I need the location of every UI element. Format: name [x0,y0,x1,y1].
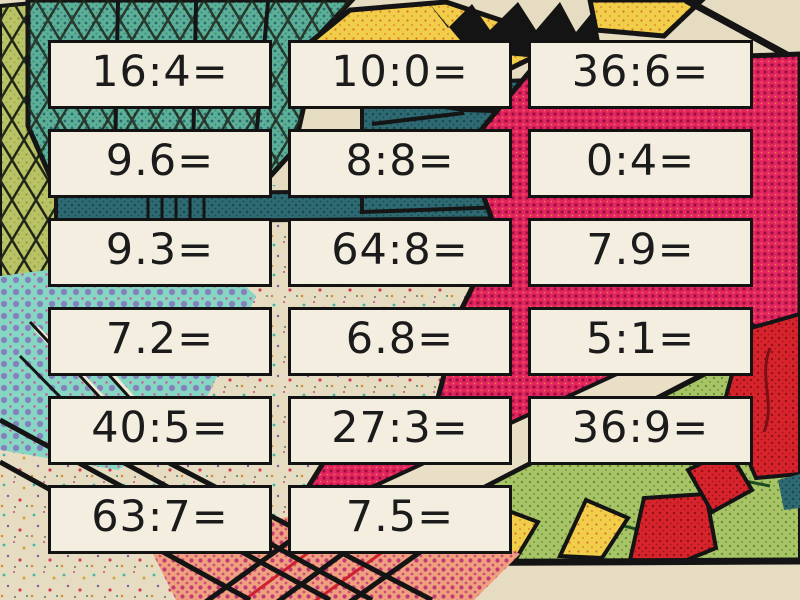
flashcard[interactable]: 0:4= [528,129,753,198]
flashcard-label: 7.9= [586,225,695,275]
flashcard-label: 16:4= [91,47,229,97]
flashcard[interactable]: 9.6= [48,129,272,198]
flashcard[interactable]: 7.9= [528,218,753,287]
flashcard-label: 9.3= [105,225,215,275]
flashcard[interactable]: 16:4= [48,40,272,109]
flashcard[interactable]: 7.5= [288,485,512,554]
figure-yellow-fist [556,497,631,561]
flashcard[interactable]: 8:8= [288,129,512,198]
flashcard-label: 36:6= [571,47,710,97]
flashcard[interactable]: 64:8= [288,218,512,287]
flashcard[interactable]: 5:1= [528,307,753,376]
flashcard[interactable]: 7.2= [48,307,272,376]
teal-patch [778,474,800,510]
flashcard-label: 10:0= [331,47,469,97]
flashcard-label: 7.2= [105,314,215,364]
flashcard[interactable]: 40:5= [48,396,272,465]
flashcard[interactable]: 63:7= [48,485,272,554]
flashcard-label: 7.5= [345,492,455,542]
flashcard[interactable]: 27:3= [288,396,512,465]
flashcard-label: 40:5= [91,403,229,453]
flashcard[interactable]: 6.8= [288,307,512,376]
card-grid: 16:4= 10:0= 36:6= 9.6= 8:8= 0:4= 9.3= 64… [48,40,753,554]
flashcard-label: 8:8= [345,136,455,186]
flashcard-label: 0:4= [585,136,696,186]
flashcard[interactable]: 9.3= [48,218,272,287]
flashcard-label: 6.8= [345,314,455,364]
flashcard[interactable]: 36:6= [528,40,753,109]
flashcard-label: 64:8= [331,225,469,275]
flashcard-label: 27:3= [331,403,469,453]
flashcard[interactable]: 10:0= [288,40,512,109]
flashcard[interactable]: 36:9= [528,396,753,465]
flashcard-label: 9.6= [105,136,215,186]
flashcard-label: 36:9= [571,403,710,453]
flashcard-label: 5:1= [585,314,696,364]
flashcard-label: 63:7= [91,492,229,542]
